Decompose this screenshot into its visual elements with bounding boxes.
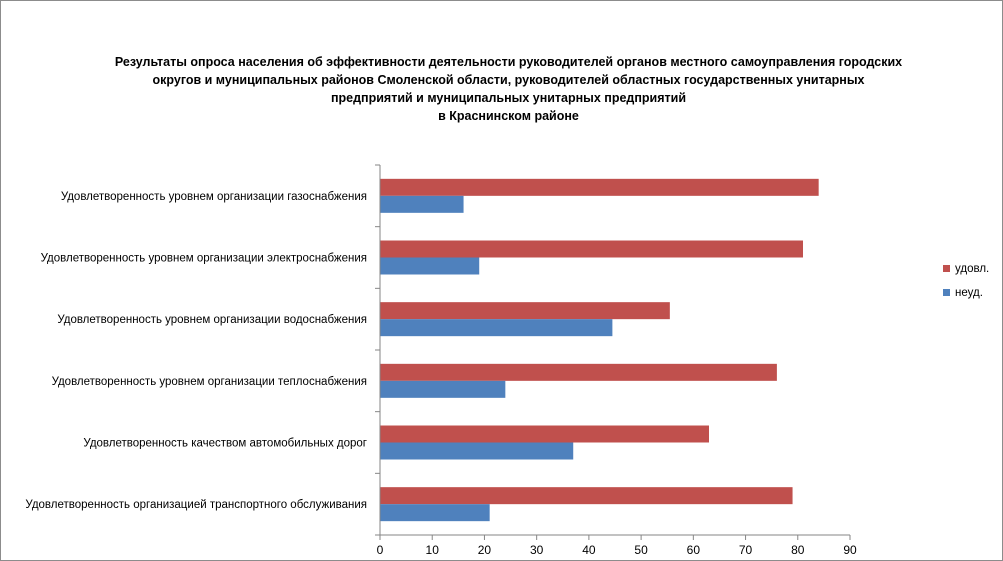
category-label: Удовлетворенность уровнем организации эл… <box>41 253 367 265</box>
x-tick-label: 70 <box>739 543 753 557</box>
chart-title-line-1: Результаты опроса населения об эффективн… <box>114 55 903 69</box>
chart-title-line-4: в Краснинском районе <box>438 109 579 123</box>
bar <box>380 257 480 275</box>
bar <box>380 425 709 443</box>
bar <box>380 319 613 337</box>
legend-swatch <box>943 289 950 296</box>
bar <box>380 504 490 522</box>
bar <box>380 363 777 381</box>
bar <box>380 442 574 460</box>
x-tick-label: 10 <box>426 543 440 557</box>
category-label: Удовлетворенность организацией транспорт… <box>25 499 367 511</box>
x-tick-label: 60 <box>687 543 701 557</box>
legend-label: удовл. <box>955 263 989 275</box>
x-tick-label: 0 <box>377 543 384 557</box>
chart-title-line-2: округов и муниципальных районов Смоленск… <box>152 73 865 87</box>
x-tick-label: 20 <box>478 543 492 557</box>
category-label: Удовлетворенность уровнем организации те… <box>52 376 367 388</box>
bar <box>380 380 506 398</box>
x-tick-label: 90 <box>843 543 857 557</box>
bar <box>380 195 464 213</box>
legend-label: неуд. <box>955 287 983 299</box>
x-tick-label: 80 <box>791 543 805 557</box>
bar <box>380 302 670 320</box>
category-label: Удовлетворенность качеством автомобильны… <box>83 438 367 450</box>
x-tick-label: 50 <box>634 543 648 557</box>
bar <box>380 178 819 196</box>
chart-title: Результаты опроса населения об эффективн… <box>81 53 936 125</box>
bar <box>380 487 793 505</box>
category-label: Удовлетворенность уровнем организации во… <box>57 314 367 326</box>
x-tick-label: 30 <box>530 543 544 557</box>
chart-title-line-3: предприятий и муниципальных унитарных пр… <box>330 91 687 105</box>
bar <box>380 240 803 258</box>
x-tick-label: 40 <box>582 543 596 557</box>
category-label: Удовлетворенность уровнем организации га… <box>61 191 367 203</box>
legend-swatch <box>943 265 950 272</box>
